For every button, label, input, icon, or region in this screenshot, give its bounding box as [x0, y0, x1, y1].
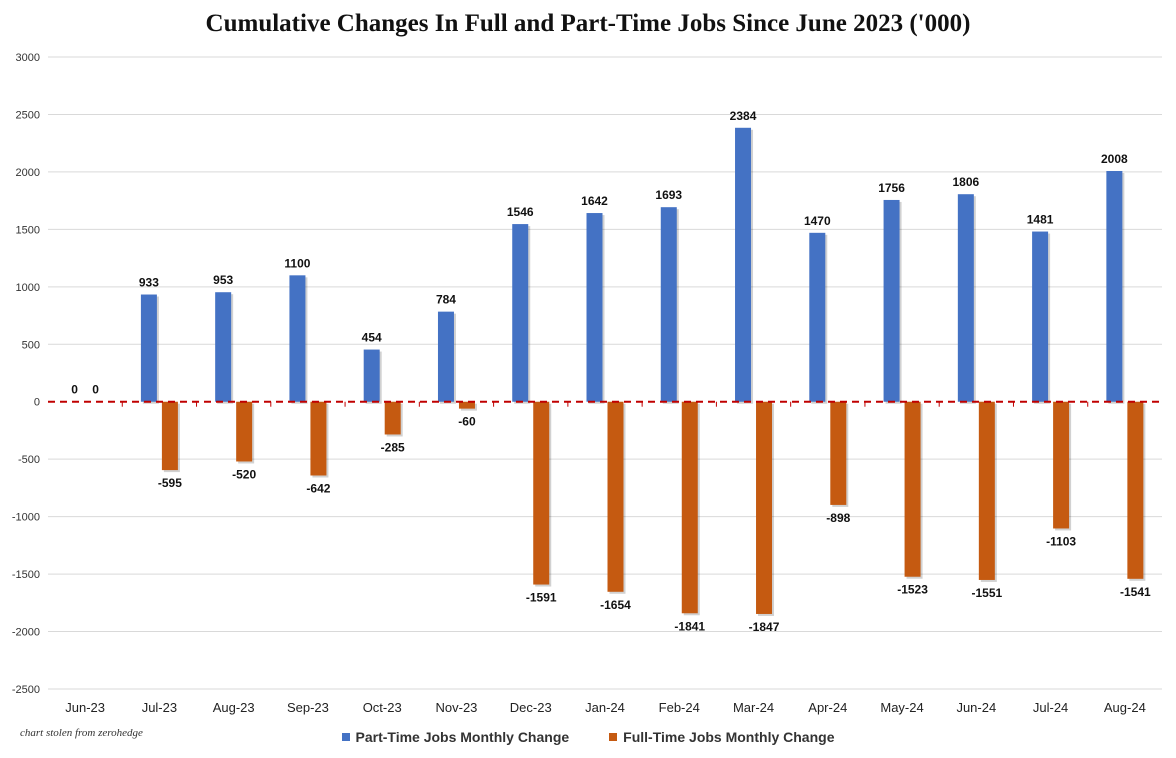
data-label-full-time: -1654: [600, 598, 631, 612]
bar-part-time: [586, 213, 603, 402]
y-tick-label: -2000: [12, 627, 40, 639]
data-label-full-time: -1591: [526, 591, 557, 605]
data-label-part-time: 0: [71, 383, 78, 397]
data-label-full-time: -595: [158, 476, 182, 490]
bar-full-time: [1127, 401, 1144, 579]
data-label-full-time: -1541: [1120, 585, 1151, 599]
x-category-label: Jun-23: [65, 700, 105, 715]
bar-full-time: [161, 401, 178, 471]
legend-swatch-full-time: [609, 733, 618, 741]
data-label-part-time: 1806: [952, 175, 979, 189]
y-tick-label: 2000: [16, 167, 40, 179]
bar-part-time: [215, 292, 232, 402]
x-category-label: Jun-24: [956, 700, 996, 715]
chart-legend: Part-Time Jobs Monthly Change Full-Time …: [0, 729, 1176, 745]
bar-full-time: [384, 401, 401, 435]
legend-item-part-time: Part-Time Jobs Monthly Change: [341, 729, 570, 745]
bar-full-time: [904, 401, 921, 577]
data-label-part-time: 1546: [507, 205, 534, 219]
bar-part-time: [512, 224, 529, 402]
bar-full-time: [607, 401, 624, 592]
x-category-label: Jan-24: [585, 700, 625, 715]
chart-title: Cumulative Changes In Full and Part-Time…: [205, 10, 971, 37]
data-label-part-time: 1100: [284, 256, 310, 270]
bar-full-time: [458, 401, 475, 409]
data-label-part-time: 2008: [1101, 152, 1128, 166]
bar-full-time: [756, 401, 773, 614]
y-tick-label: 500: [22, 339, 40, 351]
data-label-full-time: -1551: [971, 586, 1002, 600]
x-category-label: Jul-24: [1033, 700, 1068, 715]
data-label-full-time: -1841: [674, 619, 705, 633]
bar-part-time: [289, 275, 306, 402]
bar-part-time: [660, 207, 677, 402]
data-label-full-time: -898: [826, 511, 850, 525]
bar-full-time: [236, 401, 253, 462]
data-label-full-time: -60: [458, 415, 476, 429]
bar-full-time: [310, 401, 327, 476]
data-label-part-time: 2384: [730, 109, 757, 123]
bar-full-time: [830, 401, 847, 505]
x-category-label: Jul-23: [142, 700, 177, 715]
bar-part-time: [735, 127, 752, 402]
source-note: chart stolen from zerohedge: [20, 727, 143, 739]
y-tick-label: -1500: [12, 569, 40, 581]
x-category-label: Dec-23: [510, 700, 552, 715]
y-tick-label: -500: [18, 454, 40, 466]
x-category-label: Aug-23: [213, 700, 255, 715]
data-label-part-time: 1756: [878, 181, 905, 195]
legend-item-full-time: Full-Time Jobs Monthly Change: [609, 729, 834, 745]
bar-part-time: [437, 311, 454, 402]
bar-part-time: [809, 232, 826, 402]
x-category-label: Nov-23: [436, 700, 478, 715]
data-label-part-time: 1693: [655, 188, 682, 202]
bar-part-time: [957, 194, 974, 402]
data-label-full-time: -1847: [749, 620, 780, 634]
x-category-label: Aug-24: [1104, 700, 1146, 715]
data-label-full-time: -642: [306, 481, 330, 495]
legend-label-full-time: Full-Time Jobs Monthly Change: [623, 729, 835, 745]
y-tick-label: 2500: [16, 109, 40, 121]
data-label-part-time: 454: [362, 331, 382, 345]
legend-label-part-time: Part-Time Jobs Monthly Change: [355, 729, 570, 745]
data-label-full-time: -1103: [1046, 534, 1076, 548]
data-label-part-time: 1481: [1027, 213, 1054, 227]
y-tick-label: 3000: [16, 52, 40, 64]
data-label-part-time: 933: [139, 276, 159, 290]
x-category-label: Apr-24: [808, 700, 847, 715]
bar-part-time: [1106, 170, 1123, 402]
data-label-full-time: -1523: [897, 583, 928, 597]
legend-swatch-part-time: [341, 733, 350, 741]
data-label-full-time: -285: [381, 440, 405, 454]
y-tick-label: -2500: [12, 684, 40, 696]
y-tick-label: 1500: [16, 224, 40, 236]
bar-part-time: [140, 294, 157, 402]
bar-full-time: [978, 401, 995, 580]
data-label-part-time: 953: [213, 273, 233, 287]
bar-part-time: [1032, 231, 1049, 402]
data-label-part-time: 1642: [581, 194, 608, 208]
data-label-part-time: 1470: [804, 214, 831, 228]
x-category-label: Sep-23: [287, 700, 329, 715]
bar-part-time: [363, 349, 380, 402]
y-tick-label: -1000: [12, 512, 40, 524]
data-label-full-time: -520: [232, 467, 256, 481]
bar-full-time: [1053, 401, 1070, 529]
x-category-label: May-24: [880, 700, 923, 715]
x-category-label: Mar-24: [733, 700, 774, 715]
bar-part-time: [883, 199, 900, 402]
bar-full-time: [533, 401, 550, 585]
data-label-part-time: 784: [436, 293, 456, 307]
x-category-label: Oct-23: [363, 700, 402, 715]
y-tick-label: 0: [34, 397, 40, 409]
y-tick-label: 1000: [16, 282, 40, 294]
data-label-full-time: 0: [92, 383, 99, 397]
x-category-label: Feb-24: [659, 700, 700, 715]
bar-full-time: [681, 401, 698, 614]
